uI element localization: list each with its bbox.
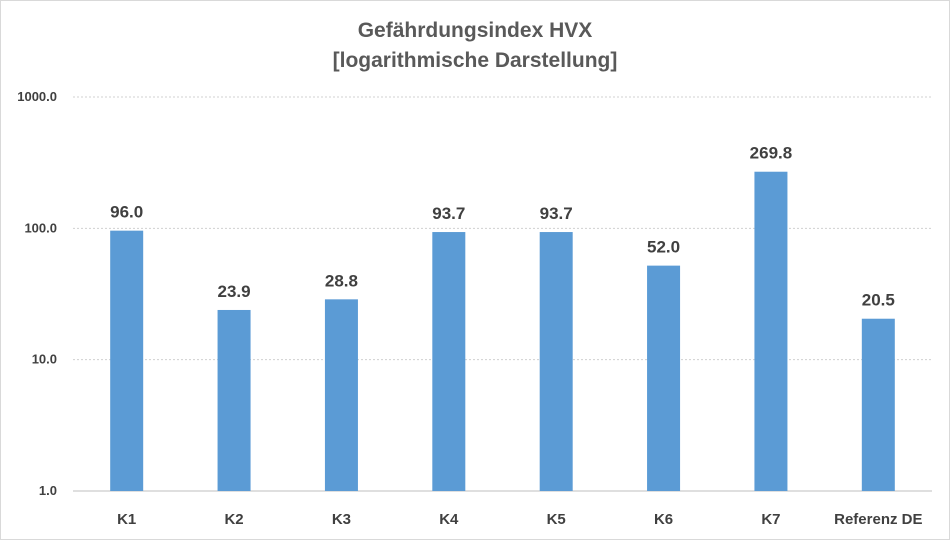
x-tick-label: K5	[547, 511, 566, 528]
data-label: 20.5	[862, 291, 895, 310]
bar	[110, 230, 144, 491]
x-tick-label: K7	[761, 511, 780, 528]
x-tick-label: K6	[654, 511, 673, 528]
chart-subtitle: [logarithmische Darstellung]	[332, 49, 618, 72]
x-tick-label: Referenz DE	[834, 511, 922, 528]
value-labels: 96.0 23.9 28.8 93.7 93.7 52.0 269.8 20.5	[110, 144, 895, 310]
bar	[432, 232, 466, 491]
y-tick-label: 100.0	[24, 220, 57, 235]
x-tick-label: K3	[332, 511, 351, 528]
x-tick-label: K1	[117, 511, 136, 528]
x-axis-ticks: K1 K2 K3 K4 K5 K6 K7 Referenz DE	[117, 511, 922, 528]
bars	[110, 171, 895, 492]
x-tick-label: K4	[439, 511, 459, 528]
bar	[647, 265, 681, 491]
bar	[861, 318, 895, 491]
y-axis-ticks: 1.0 10.0 100.0 1000.0	[17, 89, 57, 498]
data-label: 23.9	[218, 282, 251, 301]
bar	[754, 171, 788, 492]
bar	[217, 309, 251, 491]
data-label: 96.0	[110, 203, 143, 222]
x-tick-label: K2	[224, 511, 243, 528]
data-label: 93.7	[432, 204, 465, 223]
data-label: 269.8	[750, 144, 793, 163]
y-tick-label: 1000.0	[17, 89, 57, 104]
chart-title: Gefährdungsindex HVX	[357, 19, 593, 42]
bar	[539, 232, 573, 491]
gridlines	[73, 96, 932, 492]
data-label: 52.0	[647, 238, 680, 257]
data-label: 93.7	[540, 204, 573, 223]
bar	[324, 299, 358, 491]
y-tick-label: 1.0	[39, 483, 57, 498]
data-label: 28.8	[325, 271, 358, 290]
y-tick-label: 10.0	[32, 352, 57, 367]
